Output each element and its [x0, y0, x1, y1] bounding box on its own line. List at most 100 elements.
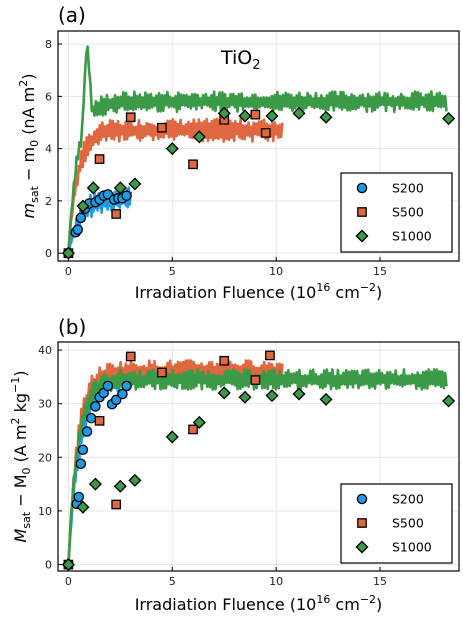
data-point-s1000 — [265, 109, 279, 123]
plot-frame — [57, 30, 460, 262]
legend-label: S1000 — [392, 540, 432, 555]
y-tick-label: 10 — [38, 505, 52, 518]
data-point-s500 — [125, 112, 136, 123]
data-point-s500 — [188, 159, 198, 170]
data-point-s1000 — [319, 110, 333, 124]
data-point-s200 — [85, 412, 97, 424]
x-tick-label: 10 — [269, 575, 283, 588]
legend-marker-s200 — [356, 493, 368, 505]
data-point-s1000 — [292, 387, 306, 401]
data-point-s1000 — [217, 106, 231, 120]
x-tick-label: 10 — [269, 265, 283, 278]
legend-marker-s500 — [357, 207, 367, 217]
x-tick-label: 5 — [169, 265, 176, 278]
series-line-s1000 — [67, 45, 448, 254]
data-point-s1000 — [217, 386, 231, 400]
y-tick-label: 0 — [45, 559, 52, 572]
legend-label: S200 — [392, 181, 424, 196]
y-tick-label: 40 — [38, 344, 52, 357]
y-tick-label: 30 — [38, 398, 52, 411]
data-point-s200 — [102, 380, 114, 392]
data-point-s1000 — [319, 392, 333, 406]
data-point-s1000 — [61, 246, 75, 260]
x-axis-label: Irradiation Fluence (1016 cm−2) — [135, 281, 383, 302]
data-point-s1000 — [192, 130, 206, 144]
data-point-s1000 — [76, 199, 90, 213]
data-point-s1000 — [128, 473, 142, 487]
data-point-s200 — [75, 212, 87, 224]
data-point-s1000 — [265, 389, 279, 403]
y-tick-label: 6 — [45, 90, 52, 103]
panel-label: (b) — [58, 315, 86, 339]
data-point-s1000 — [238, 390, 252, 404]
data-point-s500 — [250, 109, 261, 120]
data-point-s500 — [260, 128, 271, 138]
data-point-s500 — [111, 209, 122, 219]
data-point-s1000 — [88, 477, 102, 491]
x-axis-label: Irradiation Fluence (1016 cm−2) — [135, 593, 383, 614]
y-tick-label: 8 — [45, 38, 52, 51]
data-point-s200 — [121, 380, 132, 392]
chart-panel-a: 0 5 10 15 0 2 4 6 8 (a) TiO2 Irradiation Fluence (1… — [17, 3, 460, 302]
y-tick-label: 4 — [45, 143, 52, 156]
data-point-s500 — [125, 351, 136, 362]
data-point-s1000 — [113, 181, 127, 195]
data-point-s200 — [81, 426, 93, 437]
data-point-s200 — [90, 401, 101, 412]
data-point-s200 — [72, 224, 83, 235]
legend-marker-s1000 — [355, 229, 369, 243]
series-line-s500 — [67, 117, 284, 254]
legend-label: S200 — [392, 492, 424, 507]
legend: S200 S500 S1000 — [340, 483, 453, 564]
data-point-s500 — [94, 154, 105, 164]
legend-label: S500 — [392, 516, 424, 531]
plot-frame — [57, 341, 460, 572]
data-point-s1000 — [238, 109, 252, 123]
data-point-s200 — [75, 458, 87, 469]
panel-label: (a) — [58, 3, 86, 27]
legend-marker-s1000 — [355, 540, 369, 554]
legend-marker-s500 — [357, 518, 367, 528]
x-tick-label: 0 — [65, 575, 72, 588]
legend-label: S500 — [392, 205, 424, 220]
y-axis-label: Msat − M0 (A m2 kg−1) — [9, 371, 33, 543]
legend: S200 S500 S1000 — [340, 172, 453, 253]
legend-marker-s200 — [356, 182, 368, 194]
data-point-s200 — [117, 388, 128, 400]
legend-label: S1000 — [392, 229, 432, 244]
data-point-s500 — [188, 424, 198, 435]
data-point-s1000 — [292, 106, 306, 120]
data-point-s1000 — [442, 112, 456, 126]
data-point-s1000 — [442, 394, 456, 408]
data-point-s500 — [265, 350, 275, 361]
y-tick-label: 0 — [45, 247, 52, 260]
chart-panel-b: 0 5 10 15 0 10 20 30 40 (b) Irradiation Fluence (1… — [9, 315, 460, 614]
data-point-s500 — [94, 415, 105, 426]
data-point-s500 — [111, 499, 122, 510]
data-point-s1000 — [128, 177, 142, 191]
x-tick-label: 5 — [169, 575, 176, 588]
y-tick-label: 20 — [38, 451, 52, 464]
y-tick-label: 2 — [45, 195, 52, 208]
data-point-s200 — [121, 190, 132, 201]
data-point-s1000 — [113, 479, 127, 493]
x-tick-label: 15 — [373, 265, 387, 278]
data-point-s500 — [157, 122, 167, 133]
data-point-s1000 — [76, 500, 90, 514]
x-tick-label: 0 — [65, 265, 72, 278]
chart-title: TiO2 — [220, 47, 261, 73]
data-point-s200 — [110, 394, 122, 406]
y-axis-label: msat − m0 (nA m2) — [17, 74, 41, 219]
x-tick-label: 15 — [373, 575, 387, 588]
data-point-s500 — [157, 367, 167, 378]
data-point-s500 — [219, 355, 230, 366]
data-point-s1000 — [61, 558, 75, 572]
data-point-s1000 — [165, 430, 179, 444]
data-point-s1000 — [86, 181, 100, 195]
data-point-s500 — [250, 375, 261, 385]
data-point-s1000 — [192, 415, 206, 429]
data-point-s1000 — [165, 142, 179, 156]
data-point-s200 — [77, 444, 89, 456]
data-point-s200 — [73, 491, 85, 503]
